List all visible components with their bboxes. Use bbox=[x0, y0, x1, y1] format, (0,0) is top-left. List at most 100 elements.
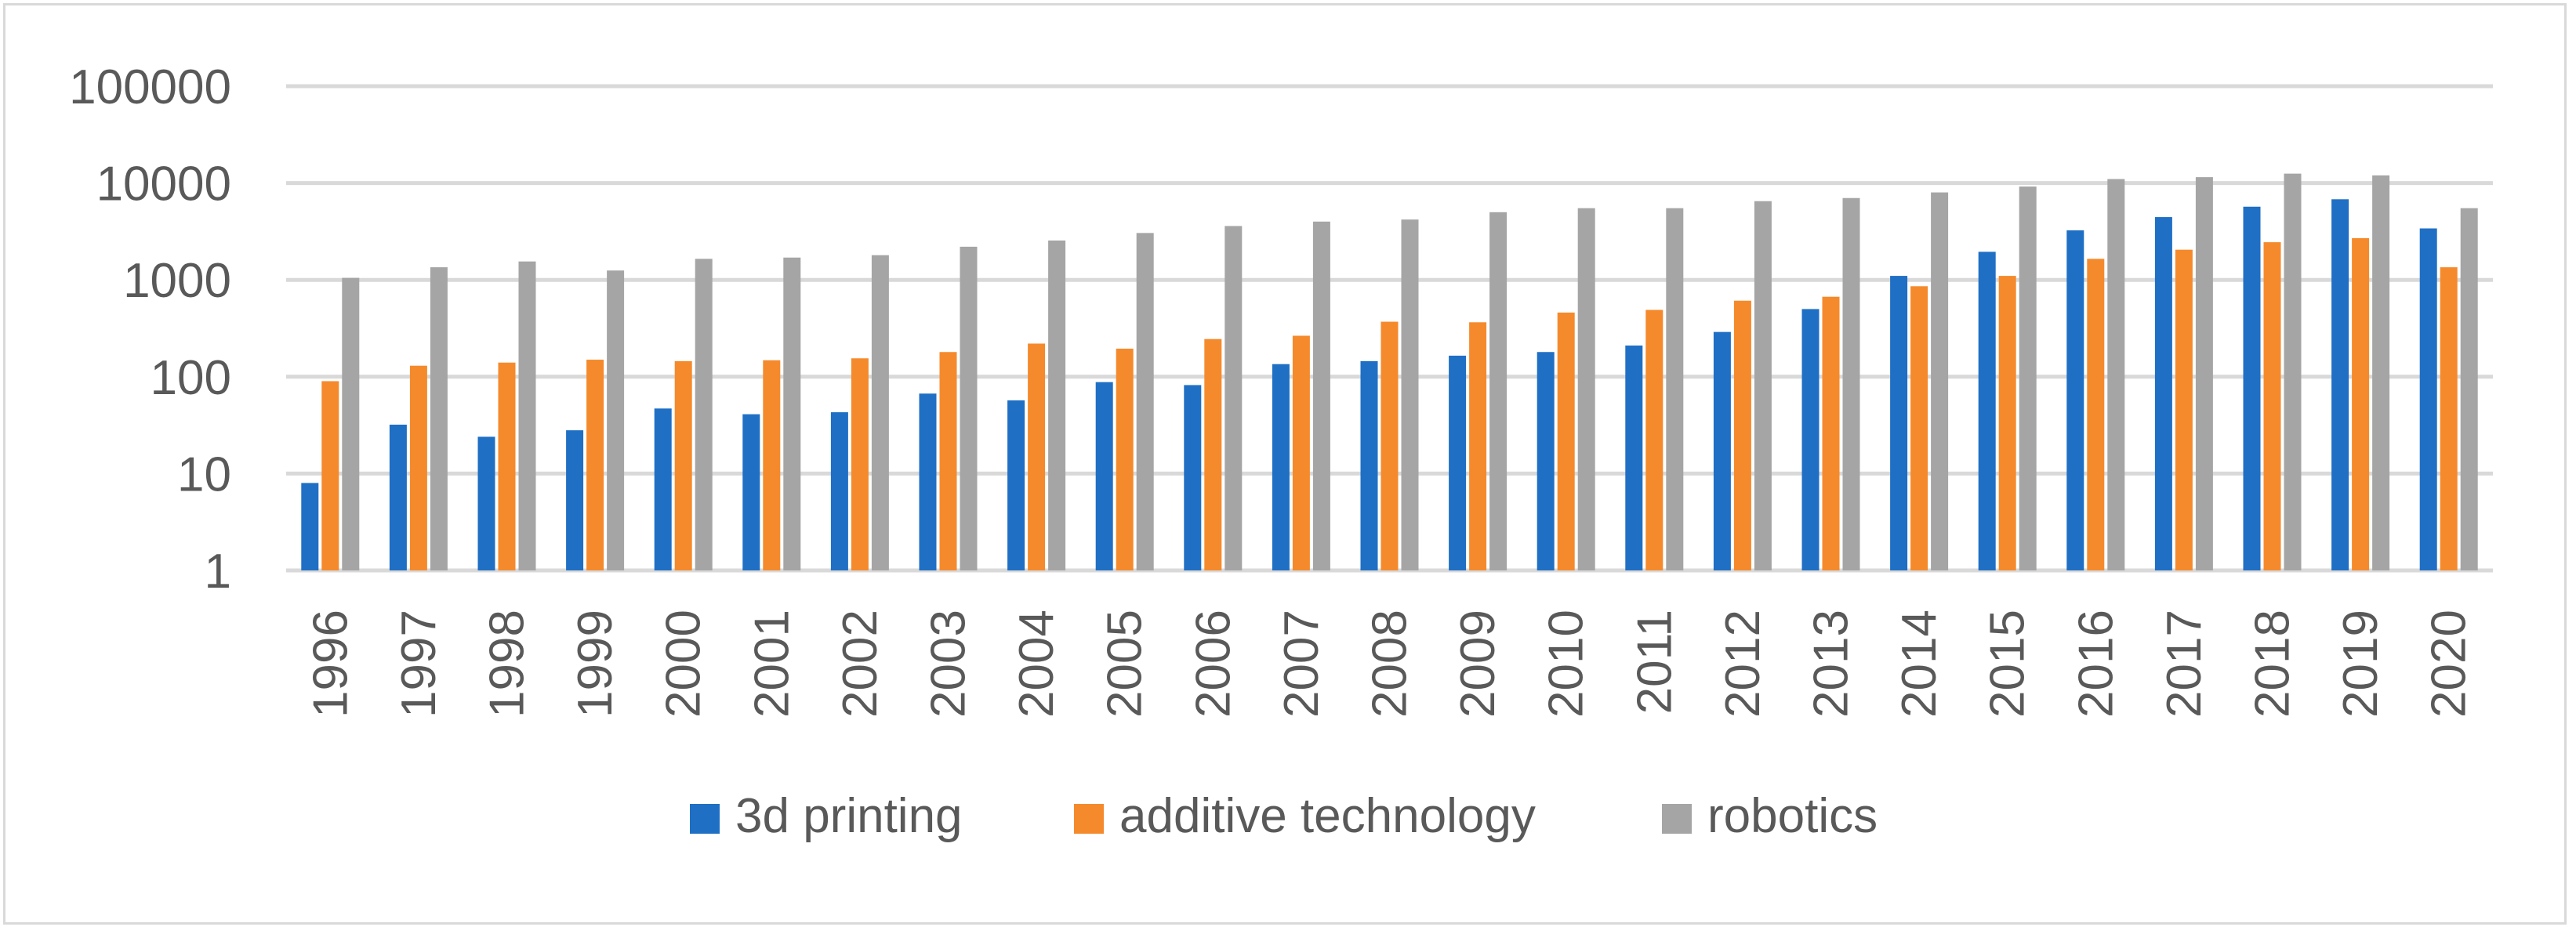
x-tick-label: 1996 bbox=[303, 610, 357, 718]
x-tick-label: 2006 bbox=[1186, 610, 1240, 718]
x-axis-ticks: 1996 1997 1998 1999 2000 2001 2002 2003 2004 2005… bbox=[303, 610, 2476, 718]
bar-3d-printing-2016 bbox=[2066, 230, 2084, 570]
legend-swatch bbox=[690, 804, 720, 834]
x-tick-label: 1999 bbox=[568, 610, 622, 718]
bar-3d-printing-2018 bbox=[2243, 206, 2261, 570]
x-tick-label: 2018 bbox=[2246, 610, 2300, 718]
bar-additive-technology-1999 bbox=[586, 360, 604, 570]
bar-robotics-2017 bbox=[2195, 177, 2213, 570]
bar-robotics-1998 bbox=[518, 261, 536, 570]
y-tick-label: 1000 bbox=[123, 254, 231, 308]
bar-robotics-2008 bbox=[1401, 219, 1419, 570]
bar-robotics-2016 bbox=[2107, 179, 2125, 570]
bar-3d-printing-2017 bbox=[2154, 217, 2172, 570]
bar-robotics-2003 bbox=[960, 246, 978, 570]
bar-additive-technology-2012 bbox=[1733, 300, 1751, 570]
bar-additive-technology-2001 bbox=[763, 360, 781, 570]
x-tick-label: 2004 bbox=[1010, 610, 1064, 718]
x-tick-label: 1998 bbox=[481, 610, 535, 718]
bar-additive-technology-2019 bbox=[2352, 237, 2370, 570]
bar-3d-printing-1999 bbox=[566, 430, 584, 570]
x-tick-label: 2008 bbox=[1363, 610, 1417, 718]
bar-3d-printing-2014 bbox=[1890, 276, 1908, 570]
bar-robotics-2007 bbox=[1312, 221, 1330, 570]
bar-robotics-2014 bbox=[1931, 192, 1949, 571]
bars bbox=[301, 173, 2478, 571]
x-tick-label: 2010 bbox=[1540, 610, 1594, 718]
bar-additive-technology-2011 bbox=[1645, 310, 1664, 570]
bar-robotics-2015 bbox=[2019, 186, 2037, 571]
bar-robotics-2010 bbox=[1577, 208, 1595, 570]
y-tick-label: 100000 bbox=[69, 60, 231, 114]
y-tick-label: 10000 bbox=[96, 157, 231, 212]
bar-additive-technology-2008 bbox=[1381, 321, 1399, 570]
bar-additive-technology-2002 bbox=[851, 358, 869, 570]
bar-additive-technology-2000 bbox=[674, 360, 692, 570]
bar-additive-technology-2010 bbox=[1557, 312, 1575, 570]
bar-robotics-2019 bbox=[2372, 175, 2390, 570]
y-tick-label: 1 bbox=[205, 545, 231, 599]
legend-swatch bbox=[1074, 804, 1104, 834]
x-tick-label: 2014 bbox=[1892, 610, 1947, 718]
bar-additive-technology-2007 bbox=[1292, 335, 1310, 570]
bar-robotics-2011 bbox=[1666, 208, 1684, 570]
x-tick-label: 2009 bbox=[1451, 610, 1505, 718]
bar-robotics-2020 bbox=[2460, 208, 2478, 570]
bar-3d-printing-2001 bbox=[742, 414, 760, 570]
bar-3d-printing-1998 bbox=[477, 436, 495, 570]
bar-3d-printing-2006 bbox=[1184, 385, 1202, 570]
bar-3d-printing-2012 bbox=[1713, 331, 1731, 570]
legend-swatch bbox=[1662, 804, 1692, 834]
bar-3d-printing-2013 bbox=[1801, 309, 1820, 570]
bar-additive-technology-1996 bbox=[321, 381, 339, 570]
bar-3d-printing-2005 bbox=[1095, 382, 1113, 570]
x-tick-label: 2011 bbox=[1627, 610, 1682, 714]
x-tick-label: 2016 bbox=[2069, 610, 2123, 718]
bar-3d-printing-2008 bbox=[1360, 360, 1378, 570]
bar-3d-printing-2000 bbox=[654, 408, 672, 570]
bar-3d-printing-2002 bbox=[830, 412, 848, 570]
x-tick-label: 2002 bbox=[833, 610, 887, 718]
bar-robotics-2001 bbox=[783, 257, 801, 570]
bar-3d-printing-2020 bbox=[2419, 228, 2437, 570]
bar-additive-technology-2004 bbox=[1028, 343, 1046, 570]
bar-additive-technology-2009 bbox=[1469, 322, 1487, 570]
x-tick-label: 2013 bbox=[1805, 610, 1859, 718]
bar-additive-technology-1998 bbox=[498, 362, 516, 570]
y-tick-label: 10 bbox=[177, 447, 231, 501]
bar-robotics-2005 bbox=[1136, 233, 1154, 570]
bar-additive-technology-2006 bbox=[1204, 338, 1222, 570]
legend-label: 3d printing bbox=[735, 789, 963, 843]
x-tick-label: 2020 bbox=[2422, 610, 2476, 718]
bar-additive-technology-2018 bbox=[2263, 242, 2281, 570]
x-tick-label: 2019 bbox=[2334, 610, 2388, 718]
bar-additive-technology-2015 bbox=[1998, 276, 2016, 570]
x-tick-label: 2012 bbox=[1716, 610, 1770, 718]
x-tick-label: 2005 bbox=[1098, 610, 1152, 718]
bar-3d-printing-1996 bbox=[301, 483, 319, 570]
x-tick-label: 2017 bbox=[2157, 610, 2211, 718]
bar-robotics-2013 bbox=[1842, 197, 1860, 570]
bar-3d-printing-2009 bbox=[1449, 355, 1467, 570]
bar-3d-printing-2004 bbox=[1007, 400, 1025, 570]
y-axis-ticks: 1 10 100 1000 10000 100000 bbox=[69, 60, 231, 599]
bar-3d-printing-2003 bbox=[919, 393, 937, 570]
bar-additive-technology-1997 bbox=[409, 365, 427, 570]
bar-additive-technology-2016 bbox=[2087, 259, 2105, 570]
x-tick-label: 2015 bbox=[1981, 610, 2035, 718]
bar-robotics-2009 bbox=[1489, 212, 1508, 570]
bar-robotics-2004 bbox=[1048, 240, 1066, 570]
legend: 3d printing additive technology robotics bbox=[690, 789, 1878, 843]
bar-robotics-1999 bbox=[607, 270, 625, 570]
bar-additive-technology-2013 bbox=[1822, 296, 1840, 570]
bar-additive-technology-2017 bbox=[2175, 249, 2193, 570]
bar-3d-printing-2019 bbox=[2331, 199, 2349, 571]
bar-additive-technology-2020 bbox=[2440, 267, 2458, 570]
bar-robotics-1996 bbox=[342, 277, 360, 570]
bar-additive-technology-2014 bbox=[1910, 286, 1928, 570]
x-tick-label: 2007 bbox=[1275, 610, 1329, 718]
x-tick-label: 2001 bbox=[745, 610, 799, 718]
bar-robotics-1997 bbox=[430, 267, 448, 570]
bar-additive-technology-2005 bbox=[1116, 348, 1134, 570]
